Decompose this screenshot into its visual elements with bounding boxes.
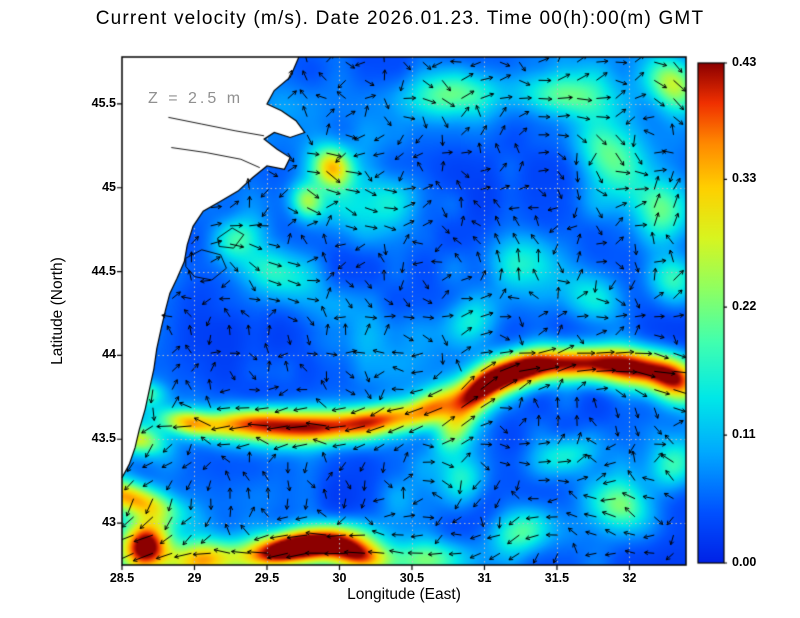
figure-title: Current velocity (m/s). Date 2026.01.23.…: [95, 8, 705, 29]
y-axis-label: Latitude (North): [49, 257, 66, 365]
x-axis-label: Longitude (East): [347, 586, 461, 603]
depth-annotation: Z = 2.5 m: [148, 90, 244, 107]
